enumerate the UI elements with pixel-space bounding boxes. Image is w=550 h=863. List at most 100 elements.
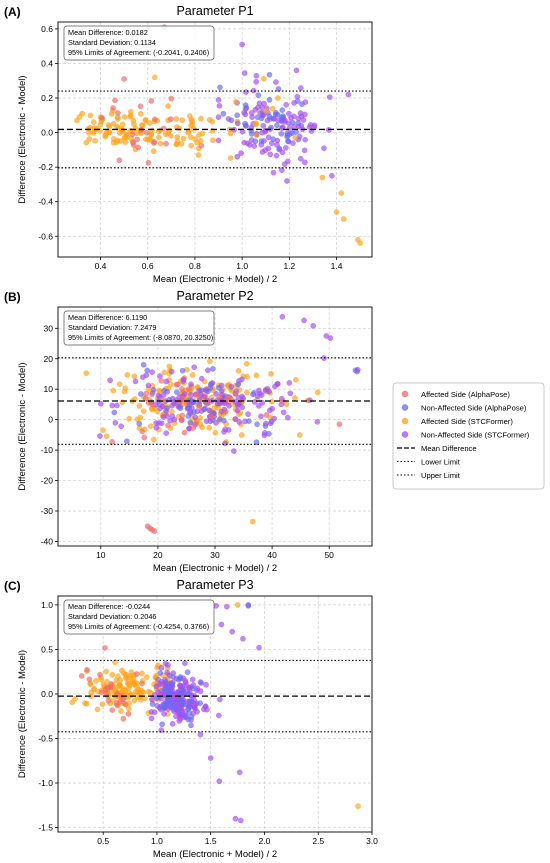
legend-label: Affected Side (STCFormer) — [421, 417, 513, 426]
data-point-affected-stcformer — [209, 118, 216, 125]
data-point-nonaffected-alphapose — [279, 107, 286, 113]
data-point-affected-stcformer — [212, 429, 219, 436]
data-point-nonaffected-stcformer — [189, 676, 196, 683]
data-point-nonaffected-alphapose — [289, 119, 296, 126]
data-point-nonaffected-stcformer — [98, 400, 104, 407]
data-point-nonaffected-stcformer — [279, 313, 286, 320]
data-point-nonaffected-alphapose — [270, 136, 276, 142]
data-point-affected-alphapose — [163, 140, 169, 147]
data-point-affected-alphapose — [192, 420, 199, 427]
x-tick-label: 1.5 — [205, 836, 217, 846]
annotation-line: 95% Limits of Agreement: (-8.0870, 20.32… — [68, 333, 213, 342]
x-tick-label: 0.8 — [189, 261, 201, 271]
data-point-affected-stcformer — [112, 659, 118, 666]
data-point-affected-alphapose — [125, 711, 132, 717]
data-point-affected-stcformer — [293, 376, 299, 383]
data-point-nonaffected-stcformer — [286, 380, 293, 386]
data-point-affected-alphapose — [134, 136, 140, 143]
data-point-nonaffected-stcformer — [224, 603, 230, 610]
data-point-nonaffected-stcformer — [283, 145, 289, 151]
annotation-line: Mean Difference: 0.0182 — [68, 28, 148, 37]
x-tick-label: 3.0 — [366, 836, 378, 846]
data-point-nonaffected-stcformer — [118, 423, 124, 430]
data-point-nonaffected-alphapose — [255, 92, 262, 98]
data-point-nonaffected-stcformer — [222, 440, 228, 447]
data-point-nonaffected-alphapose — [162, 679, 169, 685]
y-axis-label: Difference (Electronic - Model) — [17, 650, 28, 778]
data-point-nonaffected-stcformer — [285, 158, 291, 165]
data-point-nonaffected-stcformer — [234, 120, 241, 127]
panel-label: (A) — [4, 5, 21, 19]
annotation-line: Standard Deviation: 0.1134 — [68, 38, 156, 47]
data-point-nonaffected-stcformer — [228, 383, 235, 390]
data-point-affected-stcformer — [210, 137, 216, 144]
data-point-nonaffected-stcformer — [251, 143, 257, 149]
data-point-nonaffected-alphapose — [197, 700, 203, 706]
data-points — [69, 602, 361, 824]
data-point-nonaffected-stcformer — [329, 172, 335, 179]
data-point-nonaffected-stcformer — [301, 147, 308, 154]
data-point-nonaffected-stcformer — [238, 150, 244, 156]
data-point-affected-stcformer — [185, 129, 192, 136]
data-point-affected-alphapose — [122, 701, 128, 707]
data-point-nonaffected-stcformer — [229, 628, 236, 635]
data-point-nonaffected-stcformer — [215, 97, 222, 103]
data-point-nonaffected-alphapose — [180, 687, 186, 694]
data-point-nonaffected-stcformer — [253, 79, 259, 85]
data-point-affected-stcformer — [292, 395, 298, 401]
legend-marker — [401, 390, 409, 398]
data-point-affected-stcformer — [86, 136, 93, 142]
data-point-affected-alphapose — [222, 408, 229, 415]
data-point-affected-stcformer — [108, 111, 115, 117]
data-point-nonaffected-stcformer — [114, 402, 120, 409]
data-point-nonaffected-alphapose — [189, 685, 196, 692]
data-point-affected-stcformer — [138, 111, 144, 117]
data-point-affected-alphapose — [263, 412, 270, 418]
data-point-affected-stcformer — [238, 432, 245, 438]
data-point-affected-stcformer — [92, 137, 98, 144]
data-point-affected-stcformer — [122, 139, 129, 145]
data-point-nonaffected-stcformer — [256, 403, 262, 409]
data-point-affected-alphapose — [149, 391, 155, 398]
data-point-affected-stcformer — [227, 130, 234, 137]
data-point-affected-stcformer — [168, 132, 174, 139]
data-point-affected-stcformer — [144, 136, 151, 143]
data-point-affected-alphapose — [151, 528, 158, 534]
data-point-nonaffected-stcformer — [149, 369, 155, 375]
data-point-affected-alphapose — [108, 681, 114, 687]
y-tick-label: -0.2 — [38, 162, 53, 172]
data-point-affected-stcformer — [173, 116, 179, 122]
data-point-affected-stcformer — [198, 115, 204, 122]
data-point-affected-stcformer — [253, 372, 260, 379]
data-point-nonaffected-stcformer — [310, 323, 316, 329]
data-point-affected-stcformer — [94, 125, 100, 132]
annotation-box — [63, 25, 215, 61]
data-point-affected-stcformer — [275, 95, 281, 101]
data-point-affected-stcformer — [87, 112, 94, 119]
data-point-nonaffected-alphapose — [234, 112, 241, 118]
data-point-affected-alphapose — [149, 401, 156, 408]
data-point-affected-stcformer — [296, 432, 303, 438]
data-point-affected-stcformer — [165, 103, 171, 109]
y-tick-label: -0.6 — [38, 231, 53, 241]
data-point-nonaffected-stcformer — [240, 635, 246, 642]
data-point-affected-alphapose — [181, 429, 188, 436]
data-point-affected-stcformer — [144, 674, 150, 681]
data-point-affected-stcformer — [103, 668, 110, 675]
data-point-nonaffected-alphapose — [186, 703, 193, 710]
y-tick-label: 0.5 — [41, 644, 53, 654]
data-point-nonaffected-stcformer — [169, 720, 176, 727]
data-point-nonaffected-stcformer — [191, 364, 197, 370]
y-tick-label: 0 — [48, 415, 53, 425]
data-point-nonaffected-stcformer — [226, 402, 232, 409]
data-point-nonaffected-stcformer — [192, 414, 198, 421]
data-point-nonaffected-stcformer — [168, 368, 175, 375]
data-point-affected-alphapose — [120, 715, 127, 722]
data-point-affected-alphapose — [141, 434, 148, 441]
data-point-nonaffected-stcformer — [280, 409, 287, 416]
data-point-nonaffected-stcformer — [285, 414, 291, 421]
legend-label: Lower Limit — [421, 458, 461, 467]
annotation-line: Mean Difference: 6.1190 — [68, 313, 147, 322]
data-point-nonaffected-alphapose — [184, 669, 191, 675]
data-point-affected-stcformer — [85, 125, 92, 132]
